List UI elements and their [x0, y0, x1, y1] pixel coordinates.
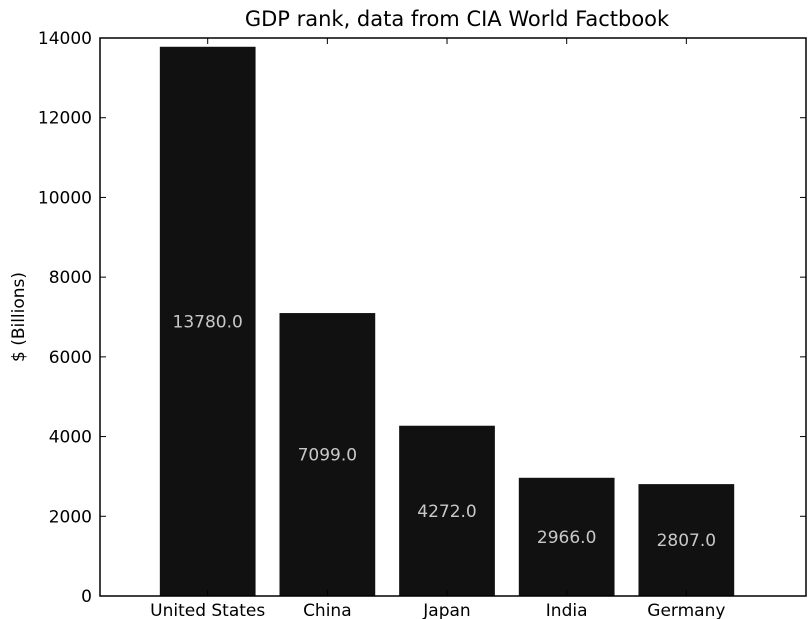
bar-value-label: 4272.0 — [417, 502, 476, 522]
bar-india — [518, 477, 615, 596]
y-tick-label: 4000 — [49, 428, 92, 448]
bar-china — [279, 313, 376, 596]
x-tick-label: China — [303, 601, 352, 619]
y-tick-label: 10000 — [38, 188, 92, 208]
plot-frame — [99, 37, 807, 597]
bar-value-labels: 13780.0 7099.0 4272.0 2966.0 2807.0 — [173, 312, 717, 551]
x-tick-label: Japan — [422, 601, 470, 619]
bar-value-label: 2966.0 — [537, 528, 596, 548]
bar-value-label: 7099.0 — [298, 446, 357, 466]
y-tick-label: 0 — [81, 587, 92, 607]
y-tick-label: 12000 — [38, 109, 92, 129]
bars-layer — [159, 46, 735, 597]
y-tick-label: 2000 — [49, 507, 92, 527]
axis-ticks: United States China Japan India Germany 0 2000… — [38, 29, 806, 619]
x-tick-label: Germany — [647, 601, 725, 619]
x-tick-label: India — [546, 601, 588, 619]
bar-value-label: 13780.0 — [173, 312, 243, 332]
y-axis-label: $ (Billions) — [9, 272, 29, 362]
chart-title: GDP rank, data from CIA World Factbook — [245, 7, 670, 31]
y-tick-label: 14000 — [38, 29, 92, 49]
y-tick-label: 8000 — [49, 268, 92, 288]
bar-germany — [638, 484, 735, 596]
y-tick-label: 6000 — [49, 348, 92, 368]
bar-japan — [399, 425, 495, 596]
x-tick-label: United States — [150, 601, 265, 619]
bar-value-label: 2807.0 — [657, 531, 716, 551]
bar-united-states — [159, 46, 256, 597]
